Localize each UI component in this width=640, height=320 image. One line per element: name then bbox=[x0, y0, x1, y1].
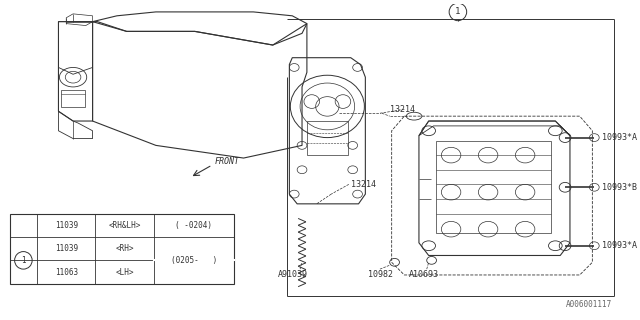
Bar bbox=[10, 213, 234, 284]
Text: A10693: A10693 bbox=[409, 270, 439, 279]
Text: 11039: 11039 bbox=[54, 221, 78, 230]
Text: FRONT: FRONT bbox=[214, 157, 239, 166]
Text: ( -0204): ( -0204) bbox=[175, 221, 212, 230]
Text: 10993*A: 10993*A bbox=[602, 241, 637, 250]
Text: 1: 1 bbox=[21, 256, 26, 265]
Bar bbox=[307, 121, 348, 155]
Text: <RH&LH>: <RH&LH> bbox=[109, 221, 141, 230]
Text: 13214: 13214 bbox=[351, 180, 376, 189]
Text: A006001117: A006001117 bbox=[566, 300, 612, 309]
Text: 11039: 11039 bbox=[54, 244, 78, 253]
Text: 10982: 10982 bbox=[368, 270, 393, 279]
Text: <RH>: <RH> bbox=[115, 244, 134, 253]
Text: 1: 1 bbox=[455, 7, 461, 16]
Text: 10993*A: 10993*A bbox=[602, 133, 637, 142]
Text: 11063: 11063 bbox=[54, 268, 78, 276]
Text: A91039: A91039 bbox=[278, 270, 308, 279]
Text: (0205-   ): (0205- ) bbox=[171, 256, 217, 265]
Bar bbox=[61, 90, 84, 108]
Text: <LH>: <LH> bbox=[115, 268, 134, 276]
Text: 13214: 13214 bbox=[390, 105, 415, 114]
Bar bbox=[436, 140, 552, 233]
Text: 10993*B: 10993*B bbox=[602, 183, 637, 192]
